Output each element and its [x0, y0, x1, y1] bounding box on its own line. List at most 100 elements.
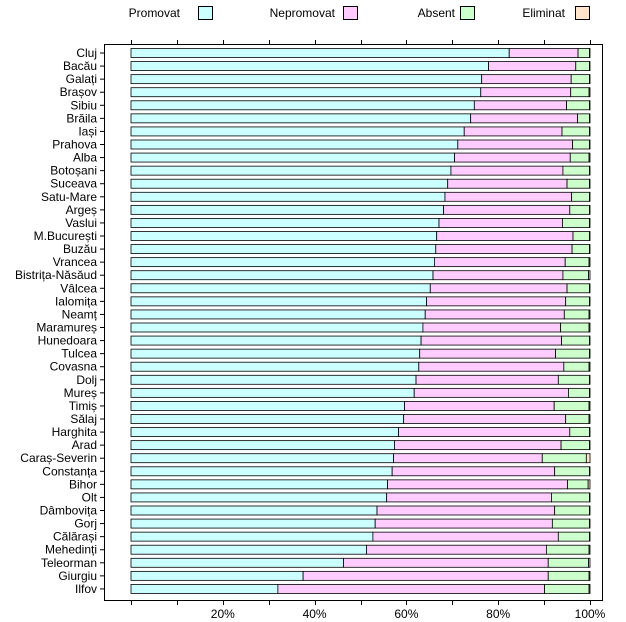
y-tick-label: Harghita	[52, 425, 98, 439]
bar-segment	[130, 518, 376, 529]
legend-swatch	[460, 6, 475, 20]
bar-segment	[545, 544, 590, 555]
bar-segment	[588, 570, 591, 581]
bar-segment	[393, 453, 543, 464]
bar-segment	[386, 492, 552, 503]
bar-segment	[447, 178, 568, 189]
y-tick-label: M.București	[34, 229, 97, 243]
y-tick-label: Olt	[82, 490, 98, 504]
bar-segment	[130, 178, 449, 189]
legend-label: Nepromovat	[270, 6, 336, 20]
y-tick-label: Argeș	[66, 203, 97, 217]
bar-segment	[572, 139, 590, 150]
y-tick-label: Teleorman	[41, 556, 97, 570]
bar-segment	[563, 361, 590, 372]
bar-segment	[433, 257, 566, 268]
y-tick-label: Timiș	[69, 399, 97, 413]
bar-segment	[130, 191, 446, 202]
bar-segment	[130, 152, 455, 163]
bar-segment	[588, 557, 591, 568]
bar-segment	[587, 479, 591, 490]
y-tick-label: Constanța	[42, 464, 97, 478]
y-tick-label: Alba	[73, 151, 97, 165]
bar-segment	[130, 270, 434, 281]
y-tick-label: Vrancea	[53, 255, 98, 269]
bar-segment	[562, 270, 590, 281]
bar-segment	[419, 348, 556, 359]
bar-segment	[588, 584, 591, 594]
bar-segment	[130, 466, 393, 477]
bars	[130, 48, 591, 594]
y-tick-label: Mureș	[64, 386, 97, 400]
bar-segment	[565, 296, 590, 307]
y-tick-label: Covasna	[50, 360, 98, 374]
y-tick-label: Bihor	[69, 477, 97, 491]
bar-segment	[130, 335, 422, 346]
bar-segment	[130, 414, 405, 424]
bar-segment	[130, 440, 395, 451]
bar-segment	[130, 257, 435, 268]
bar-segment	[415, 374, 559, 385]
bar-segment	[588, 361, 591, 372]
bar-segment	[418, 361, 565, 372]
y-tick-label: Tulcea	[61, 347, 97, 361]
bar-segment	[566, 100, 590, 111]
bar-segment	[130, 126, 465, 137]
y-tick-label: Mehedinți	[45, 543, 97, 557]
y-tick-label: Botoșani	[50, 164, 97, 178]
bar-segment	[562, 218, 590, 228]
y-tick-label: Dolj	[76, 373, 97, 387]
bar-segment	[429, 283, 568, 294]
y-tick-label: Iași	[78, 124, 97, 138]
y-tick-label: Bistrița-Năsăud	[15, 268, 97, 282]
bar-segment	[547, 570, 590, 581]
bar-segment	[566, 283, 590, 294]
bar-segment	[450, 165, 564, 176]
legend: Promovat Nepromovat Absent Eliminat	[129, 6, 590, 20]
y-axis: ClujBacăuGalațiBrașovSibiuBrăilaIașiPrah…	[15, 46, 104, 596]
bar-segment	[572, 231, 590, 241]
bar-segment	[130, 74, 483, 85]
bar-segment	[588, 152, 591, 163]
legend-label: Promovat	[129, 6, 181, 20]
y-tick-label: Maramureș	[36, 321, 97, 335]
bar-segment	[553, 401, 590, 411]
bar-segment	[130, 231, 438, 241]
y-tick-label: Ialomița	[55, 294, 97, 308]
bar-segment	[544, 584, 590, 594]
bar-segment	[422, 322, 562, 333]
bar-segment	[130, 322, 424, 333]
bar-segment	[130, 427, 400, 437]
y-tick-label: Galați	[66, 72, 97, 86]
bar-segment	[130, 401, 405, 411]
bar-segment	[557, 531, 590, 542]
y-tick-label: Prahova	[52, 138, 97, 152]
x-tick-label: 60%	[394, 607, 418, 621]
bar-segment	[571, 191, 590, 202]
bar-segment	[561, 126, 590, 137]
bar-segment	[398, 427, 571, 437]
bar-segment	[426, 296, 567, 307]
x-tick-label: 20%	[211, 607, 235, 621]
y-tick-label: Buzău	[63, 242, 97, 256]
bar-segment	[588, 270, 591, 281]
legend-swatch	[343, 6, 358, 20]
y-tick-label: Suceava	[50, 177, 97, 191]
bar-segment	[570, 87, 590, 98]
bar-segment	[588, 87, 591, 98]
bar-segment	[570, 74, 590, 85]
bar-segment	[130, 453, 394, 464]
bar-segment	[130, 113, 472, 124]
y-tick-label: Arad	[72, 438, 97, 452]
bar-segment	[566, 178, 590, 189]
y-tick-label: Vâlcea	[60, 281, 97, 295]
bar-segment	[480, 87, 572, 98]
bar-segment	[130, 361, 420, 372]
bar-segment	[555, 348, 590, 359]
bar-segment	[372, 531, 559, 542]
bar-segment	[130, 165, 452, 176]
bar-segment	[130, 204, 444, 215]
y-tick-label: Dâmbovița	[40, 504, 98, 518]
y-tick-label: Ilfov	[75, 582, 97, 596]
bar-segment	[588, 401, 591, 411]
